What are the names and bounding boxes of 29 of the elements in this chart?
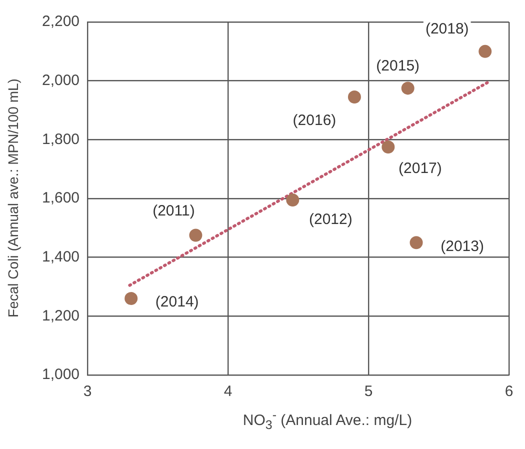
x-tick-label: 6 [504,383,514,400]
point [401,82,414,95]
annotation: (2013) [440,238,484,255]
point [348,90,361,104]
annotation: (2017) [398,160,442,178]
annotation: (2016) [292,112,336,130]
y-axis-title: Fecal Coli (Annual ave.: MPN/100 mL) [5,78,21,318]
y-tick-label: 1,400 [42,248,80,266]
y-tick-label: 1,200 [42,307,80,324]
annotation: (2018) [425,20,469,38]
point [286,193,300,206]
point [382,140,395,154]
annotation: (2011) [152,202,195,220]
x-tick-label: 5 [364,383,373,400]
x-tick-label: 4 [224,383,232,400]
point [189,228,202,242]
point [124,292,138,306]
y-tick-label: 1,800 [42,130,80,148]
y-tick-label: 1,600 [42,190,80,207]
annotation: (2015) [376,57,420,74]
annotation: (2014) [155,294,199,311]
y-tick-label: 2,000 [42,72,80,89]
annotation: (2012) [308,211,352,228]
y-tick-label: 2,200 [42,13,80,30]
x-tick-label: 3 [83,383,92,400]
y-tick-label: 1,000 [42,366,80,384]
point [410,236,423,250]
x-axis-title: NO$_{3}$$^{-}$ (Annual Ave.: mg/L) [242,408,414,432]
point [478,44,492,58]
